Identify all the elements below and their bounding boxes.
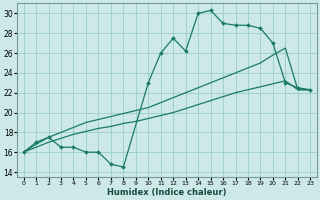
- X-axis label: Humidex (Indice chaleur): Humidex (Indice chaleur): [107, 188, 227, 197]
